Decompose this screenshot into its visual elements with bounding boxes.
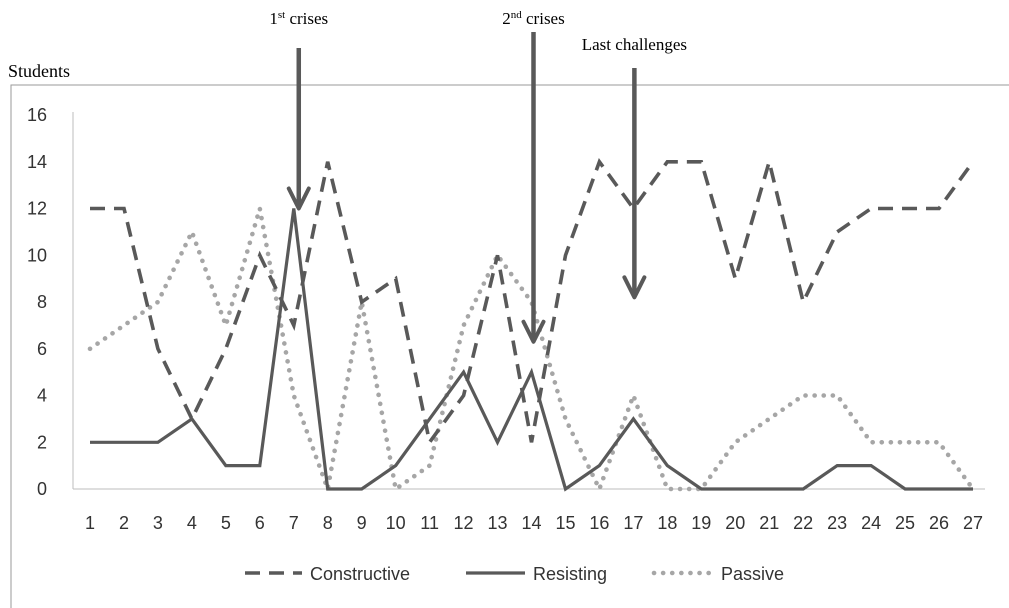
x-tick-label: 21 xyxy=(759,513,779,533)
x-tick-label: 7 xyxy=(289,513,299,533)
y-tick-label: 16 xyxy=(27,105,47,125)
x-tick-label: 22 xyxy=(793,513,813,533)
annotation-arrow-head xyxy=(622,275,647,300)
y-tick-label: 0 xyxy=(37,479,47,499)
series-line-constructive xyxy=(90,154,975,447)
series-line-resisting xyxy=(90,208,973,492)
annotation-arrow-head xyxy=(521,319,546,344)
x-tick-label: 12 xyxy=(454,513,474,533)
x-tick-label: 8 xyxy=(323,513,333,533)
x-tick-label: 14 xyxy=(521,513,541,533)
x-tick-label: 9 xyxy=(357,513,367,533)
y-tick-label: 4 xyxy=(37,386,47,406)
x-tick-label: 16 xyxy=(589,513,609,533)
y-tick-label: 8 xyxy=(37,292,47,312)
chart-frame xyxy=(10,84,1009,608)
x-tick-label: 19 xyxy=(691,513,711,533)
x-tick-label: 5 xyxy=(221,513,231,533)
legend-item-constructive: Constructive xyxy=(245,564,410,584)
y-tick-label: 12 xyxy=(27,199,47,219)
x-tick-label: 6 xyxy=(255,513,265,533)
x-tick-label: 2 xyxy=(119,513,129,533)
annotation-arrow-head xyxy=(286,186,311,211)
x-tick-label: 24 xyxy=(861,513,881,533)
y-tick-label: 14 xyxy=(27,152,47,172)
x-tick-label: 1 xyxy=(85,513,95,533)
annotation-2: 2nd crises xyxy=(502,9,565,344)
annotation-3: Last challenges xyxy=(582,35,687,300)
annotation-label: 1st crises xyxy=(269,9,328,28)
x-tick-label: 3 xyxy=(153,513,163,533)
x-tick-label: 11 xyxy=(420,513,439,533)
annotation-label: 2nd crises xyxy=(502,9,564,28)
annotation-1: 1st crises xyxy=(269,9,328,211)
x-tick-label: 4 xyxy=(187,513,197,533)
x-tick-label: 18 xyxy=(657,513,677,533)
x-tick-label: 27 xyxy=(963,513,983,533)
x-tick-label: 15 xyxy=(555,513,575,533)
x-tick-label: 20 xyxy=(725,513,745,533)
y-axis-label: Students xyxy=(8,61,70,81)
legend-item-resisting: Resisting xyxy=(466,564,607,584)
x-tick-label: 17 xyxy=(623,513,643,533)
annotation-label: Last challenges xyxy=(582,35,687,54)
x-tick-label: 26 xyxy=(929,513,949,533)
y-tick-label: 10 xyxy=(27,245,47,265)
y-tick-label: 6 xyxy=(37,339,47,359)
x-tick-label: 13 xyxy=(488,513,508,533)
legend-label: Passive xyxy=(721,564,784,584)
x-tick-label: 25 xyxy=(895,513,915,533)
legend-label: Constructive xyxy=(310,564,410,584)
x-tick-label: 10 xyxy=(386,513,406,533)
x-tick-label: 23 xyxy=(827,513,847,533)
y-tick-label: 2 xyxy=(37,432,47,452)
legend-item-passive: Passive xyxy=(651,564,784,584)
legend-label: Resisting xyxy=(533,564,607,584)
